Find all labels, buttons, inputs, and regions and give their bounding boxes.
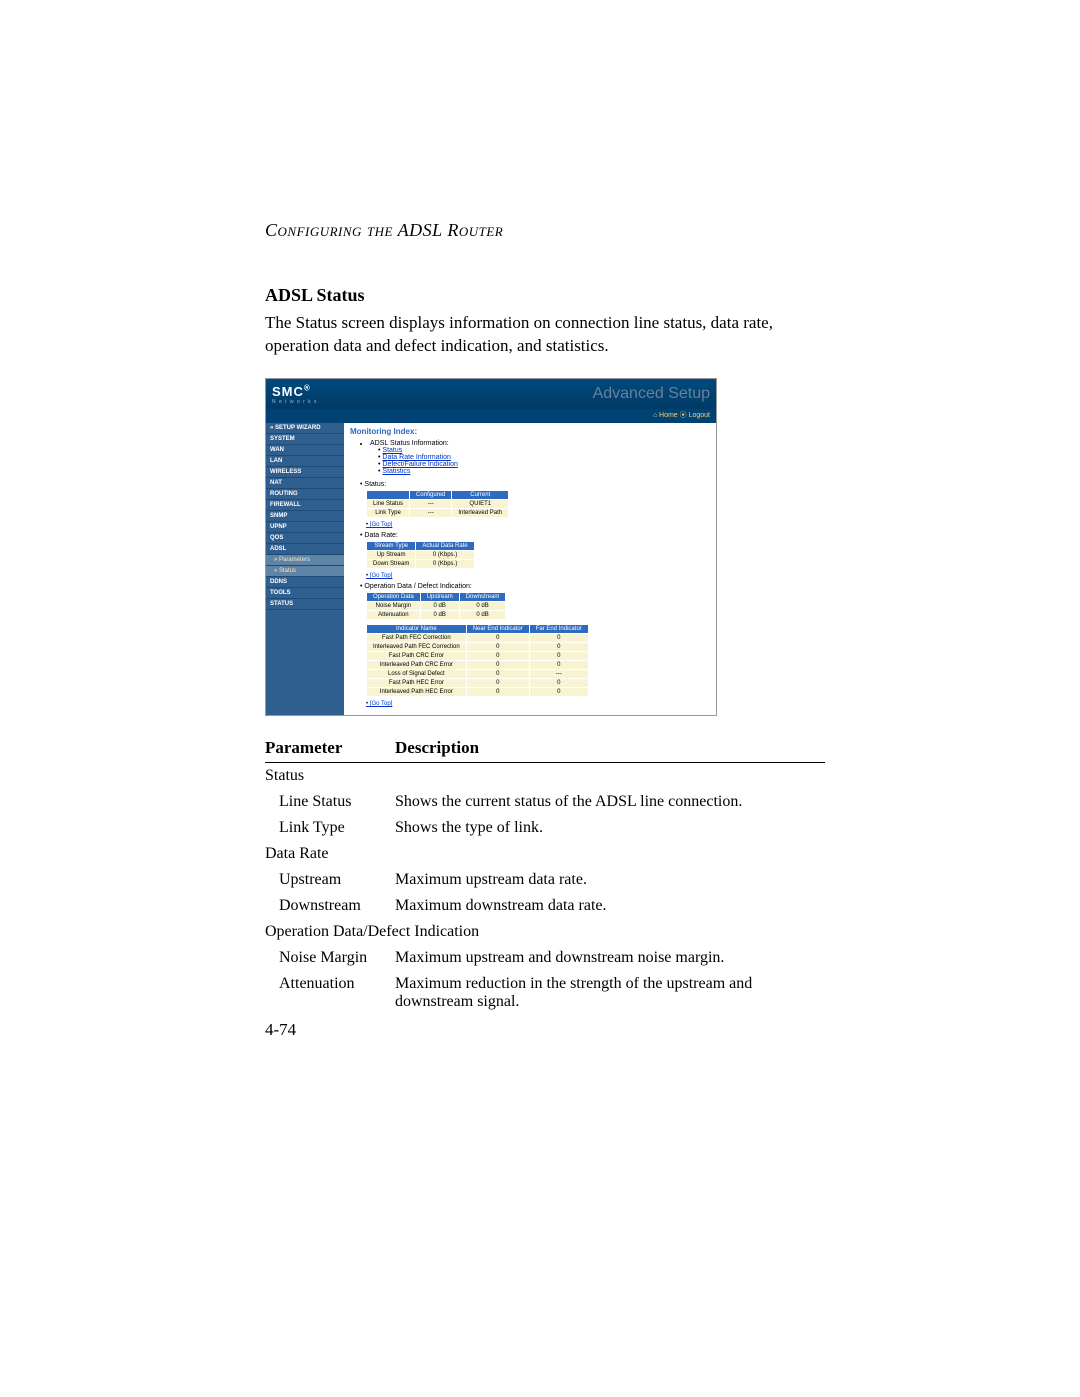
info-link[interactable]: • Status — [378, 447, 710, 454]
nav-item[interactable]: STATUS — [266, 599, 344, 610]
nav-item[interactable]: » SETUP WIZARD — [266, 423, 344, 434]
desc-row: DownstreamMaximum downstream data rate. — [265, 893, 825, 919]
nav-item[interactable]: QoS — [266, 533, 344, 544]
nav-item[interactable]: TOOLS — [266, 588, 344, 599]
desc-row: AttenuationMaximum reduction in the stre… — [265, 971, 825, 1015]
col-parameter: Parameter — [265, 734, 395, 763]
opdata-table: Operation DataUpstreamDownstreamNoise Ma… — [366, 592, 506, 620]
go-top-link[interactable]: [Go Top] — [366, 701, 710, 707]
info-link[interactable]: • Statistics — [378, 468, 710, 475]
info-links: • Status• Data Rate Information• Defect/… — [378, 447, 710, 475]
parameter-description-table: Parameter Description StatusLine StatusS… — [265, 734, 825, 1015]
page-number: 4-74 — [265, 1020, 296, 1040]
ss-sidebar: » SETUP WIZARDSYSTEMWANLANWIRELESSNATROU… — [266, 423, 344, 715]
nav-item[interactable]: NAT — [266, 478, 344, 489]
nav-item[interactable]: DDNS — [266, 577, 344, 588]
go-top-link[interactable]: [Go Top] — [366, 573, 710, 579]
info-link[interactable]: • Defect/Failure Indication — [378, 461, 710, 468]
desc-row: Operation Data/Defect Indication — [265, 919, 825, 945]
section-title: ADSL Status — [265, 285, 825, 306]
desc-row: UpstreamMaximum upstream data rate. — [265, 867, 825, 893]
status-table: ConfiguredCurrentLine Status---QUIET1Lin… — [366, 490, 509, 518]
page-content: Configuring the ADSL Router ADSL Status … — [265, 220, 825, 1015]
desc-row: Noise MarginMaximum upstream and downstr… — [265, 945, 825, 971]
intro-text: The Status screen displays information o… — [265, 312, 825, 358]
nav-item[interactable]: SNMP — [266, 511, 344, 522]
adsl-info-label: ADSL Status Information: — [370, 440, 449, 447]
datarate-table: Stream TypeActual Data RateUp Stream0 (K… — [366, 541, 475, 569]
nav-item[interactable]: ROUTING — [266, 489, 344, 500]
desc-row: Data Rate — [265, 841, 825, 867]
nav-item[interactable]: » Parameters — [266, 555, 344, 566]
ss-body: » SETUP WIZARDSYSTEMWANLANWIRELESSNATROU… — [266, 423, 716, 715]
desc-row: Line StatusShows the current status of t… — [265, 789, 825, 815]
status-subhead: Status: — [360, 481, 710, 488]
monitoring-index-heading: Monitoring Index: — [350, 427, 710, 436]
nav-item[interactable]: WAN — [266, 445, 344, 456]
indicator-table: Indicator NameNear End IndicatorFar End … — [366, 624, 589, 697]
nav-item[interactable]: UPnP — [266, 522, 344, 533]
info-link[interactable]: • Data Rate Information — [378, 454, 710, 461]
adsl-info-list: ADSL Status Information: • Status• Data … — [360, 440, 710, 475]
running-head: Configuring the ADSL Router — [265, 220, 825, 241]
col-description: Description — [395, 734, 825, 763]
opdata-subhead: Operation Data / Defect Indication: — [360, 583, 710, 590]
nav-item[interactable]: WIRELESS — [266, 467, 344, 478]
ss-header-bar: SMC® N e t w o r k s Advanced Setup — [266, 379, 716, 409]
go-top-link[interactable]: [Go Top] — [366, 522, 710, 528]
smc-logo: SMC® N e t w o r k s — [272, 383, 318, 404]
logo-subtext: N e t w o r k s — [272, 399, 318, 405]
datarate-subhead: Data Rate: — [360, 532, 710, 539]
nav-item[interactable]: » Status — [266, 566, 344, 577]
nav-item[interactable]: FIREWALL — [266, 500, 344, 511]
ss-main: Monitoring Index: ADSL Status Informatio… — [344, 423, 716, 715]
nav-item[interactable]: SYSTEM — [266, 434, 344, 445]
nav-item[interactable]: LAN — [266, 456, 344, 467]
router-screenshot: SMC® N e t w o r k s Advanced Setup ⌂ Ho… — [265, 378, 717, 716]
desc-row: Link TypeShows the type of link. — [265, 815, 825, 841]
home-logout-row[interactable]: ⌂ Home ⦿ Logout — [266, 409, 716, 423]
nav-item[interactable]: ADSL — [266, 544, 344, 555]
advanced-setup-title: Advanced Setup — [593, 385, 710, 403]
desc-row: Status — [265, 762, 825, 789]
